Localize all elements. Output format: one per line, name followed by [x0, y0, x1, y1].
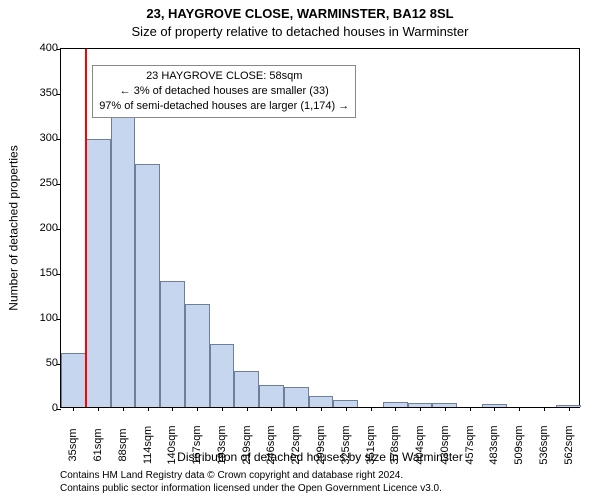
chart-title-subtitle: Size of property relative to detached ho…: [0, 24, 600, 39]
x-tick-mark: [569, 407, 570, 411]
x-tick-mark: [197, 407, 198, 411]
y-tick-label: 150: [0, 267, 58, 279]
footer-line-1: Contains HM Land Registry data © Crown c…: [60, 470, 580, 483]
x-tick-mark: [371, 407, 372, 411]
histogram-bar: [61, 353, 86, 407]
x-tick-mark: [222, 407, 223, 411]
x-tick-mark: [148, 407, 149, 411]
annotation-line: ← 3% of detached houses are smaller (33): [99, 84, 349, 99]
y-tick-label: 50: [0, 357, 58, 369]
x-tick-mark: [544, 407, 545, 411]
x-tick-mark: [519, 407, 520, 411]
y-tick-label: 200: [0, 222, 58, 234]
histogram-bar: [111, 101, 136, 407]
histogram-bar: [259, 385, 284, 408]
x-tick-mark: [395, 407, 396, 411]
y-tick-label: 100: [0, 312, 58, 324]
chart-title-address: 23, HAYGROVE CLOSE, WARMINSTER, BA12 8SL: [0, 6, 600, 21]
y-tick-label: 0: [0, 402, 58, 414]
histogram-bar: [160, 281, 185, 407]
y-tick-label: 400: [0, 42, 58, 54]
x-tick-mark: [470, 407, 471, 411]
x-axis-label: Distribution of detached houses by size …: [60, 450, 580, 464]
footer-line-2: Contains public sector information licen…: [60, 483, 580, 496]
y-tick-label: 250: [0, 177, 58, 189]
x-tick-mark: [445, 407, 446, 411]
x-tick-mark: [98, 407, 99, 411]
x-tick-mark: [271, 407, 272, 411]
histogram-plot-area: 35sqm61sqm88sqm114sqm140sqm167sqm193sqm2…: [60, 48, 580, 408]
histogram-bar: [135, 164, 160, 407]
x-tick-mark: [172, 407, 173, 411]
x-tick-mark: [73, 407, 74, 411]
x-tick-mark: [123, 407, 124, 411]
annotation-line: 97% of semi-detached houses are larger (…: [99, 99, 349, 114]
histogram-bar: [210, 344, 235, 407]
histogram-bar: [185, 304, 210, 408]
histogram-bar: [86, 139, 111, 407]
y-tick-label: 350: [0, 87, 58, 99]
property-annotation-box: 23 HAYGROVE CLOSE: 58sqm← 3% of detached…: [92, 65, 356, 118]
x-tick-mark: [494, 407, 495, 411]
histogram-bar: [284, 387, 309, 407]
annotation-line: 23 HAYGROVE CLOSE: 58sqm: [99, 69, 349, 84]
histogram-bar: [309, 396, 334, 407]
y-tick-label: 300: [0, 132, 58, 144]
x-tick-mark: [296, 407, 297, 411]
x-tick-mark: [247, 407, 248, 411]
property-marker-line: [85, 49, 87, 407]
histogram-bar: [234, 371, 259, 407]
x-tick-mark: [321, 407, 322, 411]
histogram-bar: [333, 400, 358, 407]
attribution-footer: Contains HM Land Registry data © Crown c…: [60, 470, 580, 495]
x-tick-mark: [420, 407, 421, 411]
x-tick-mark: [346, 407, 347, 411]
